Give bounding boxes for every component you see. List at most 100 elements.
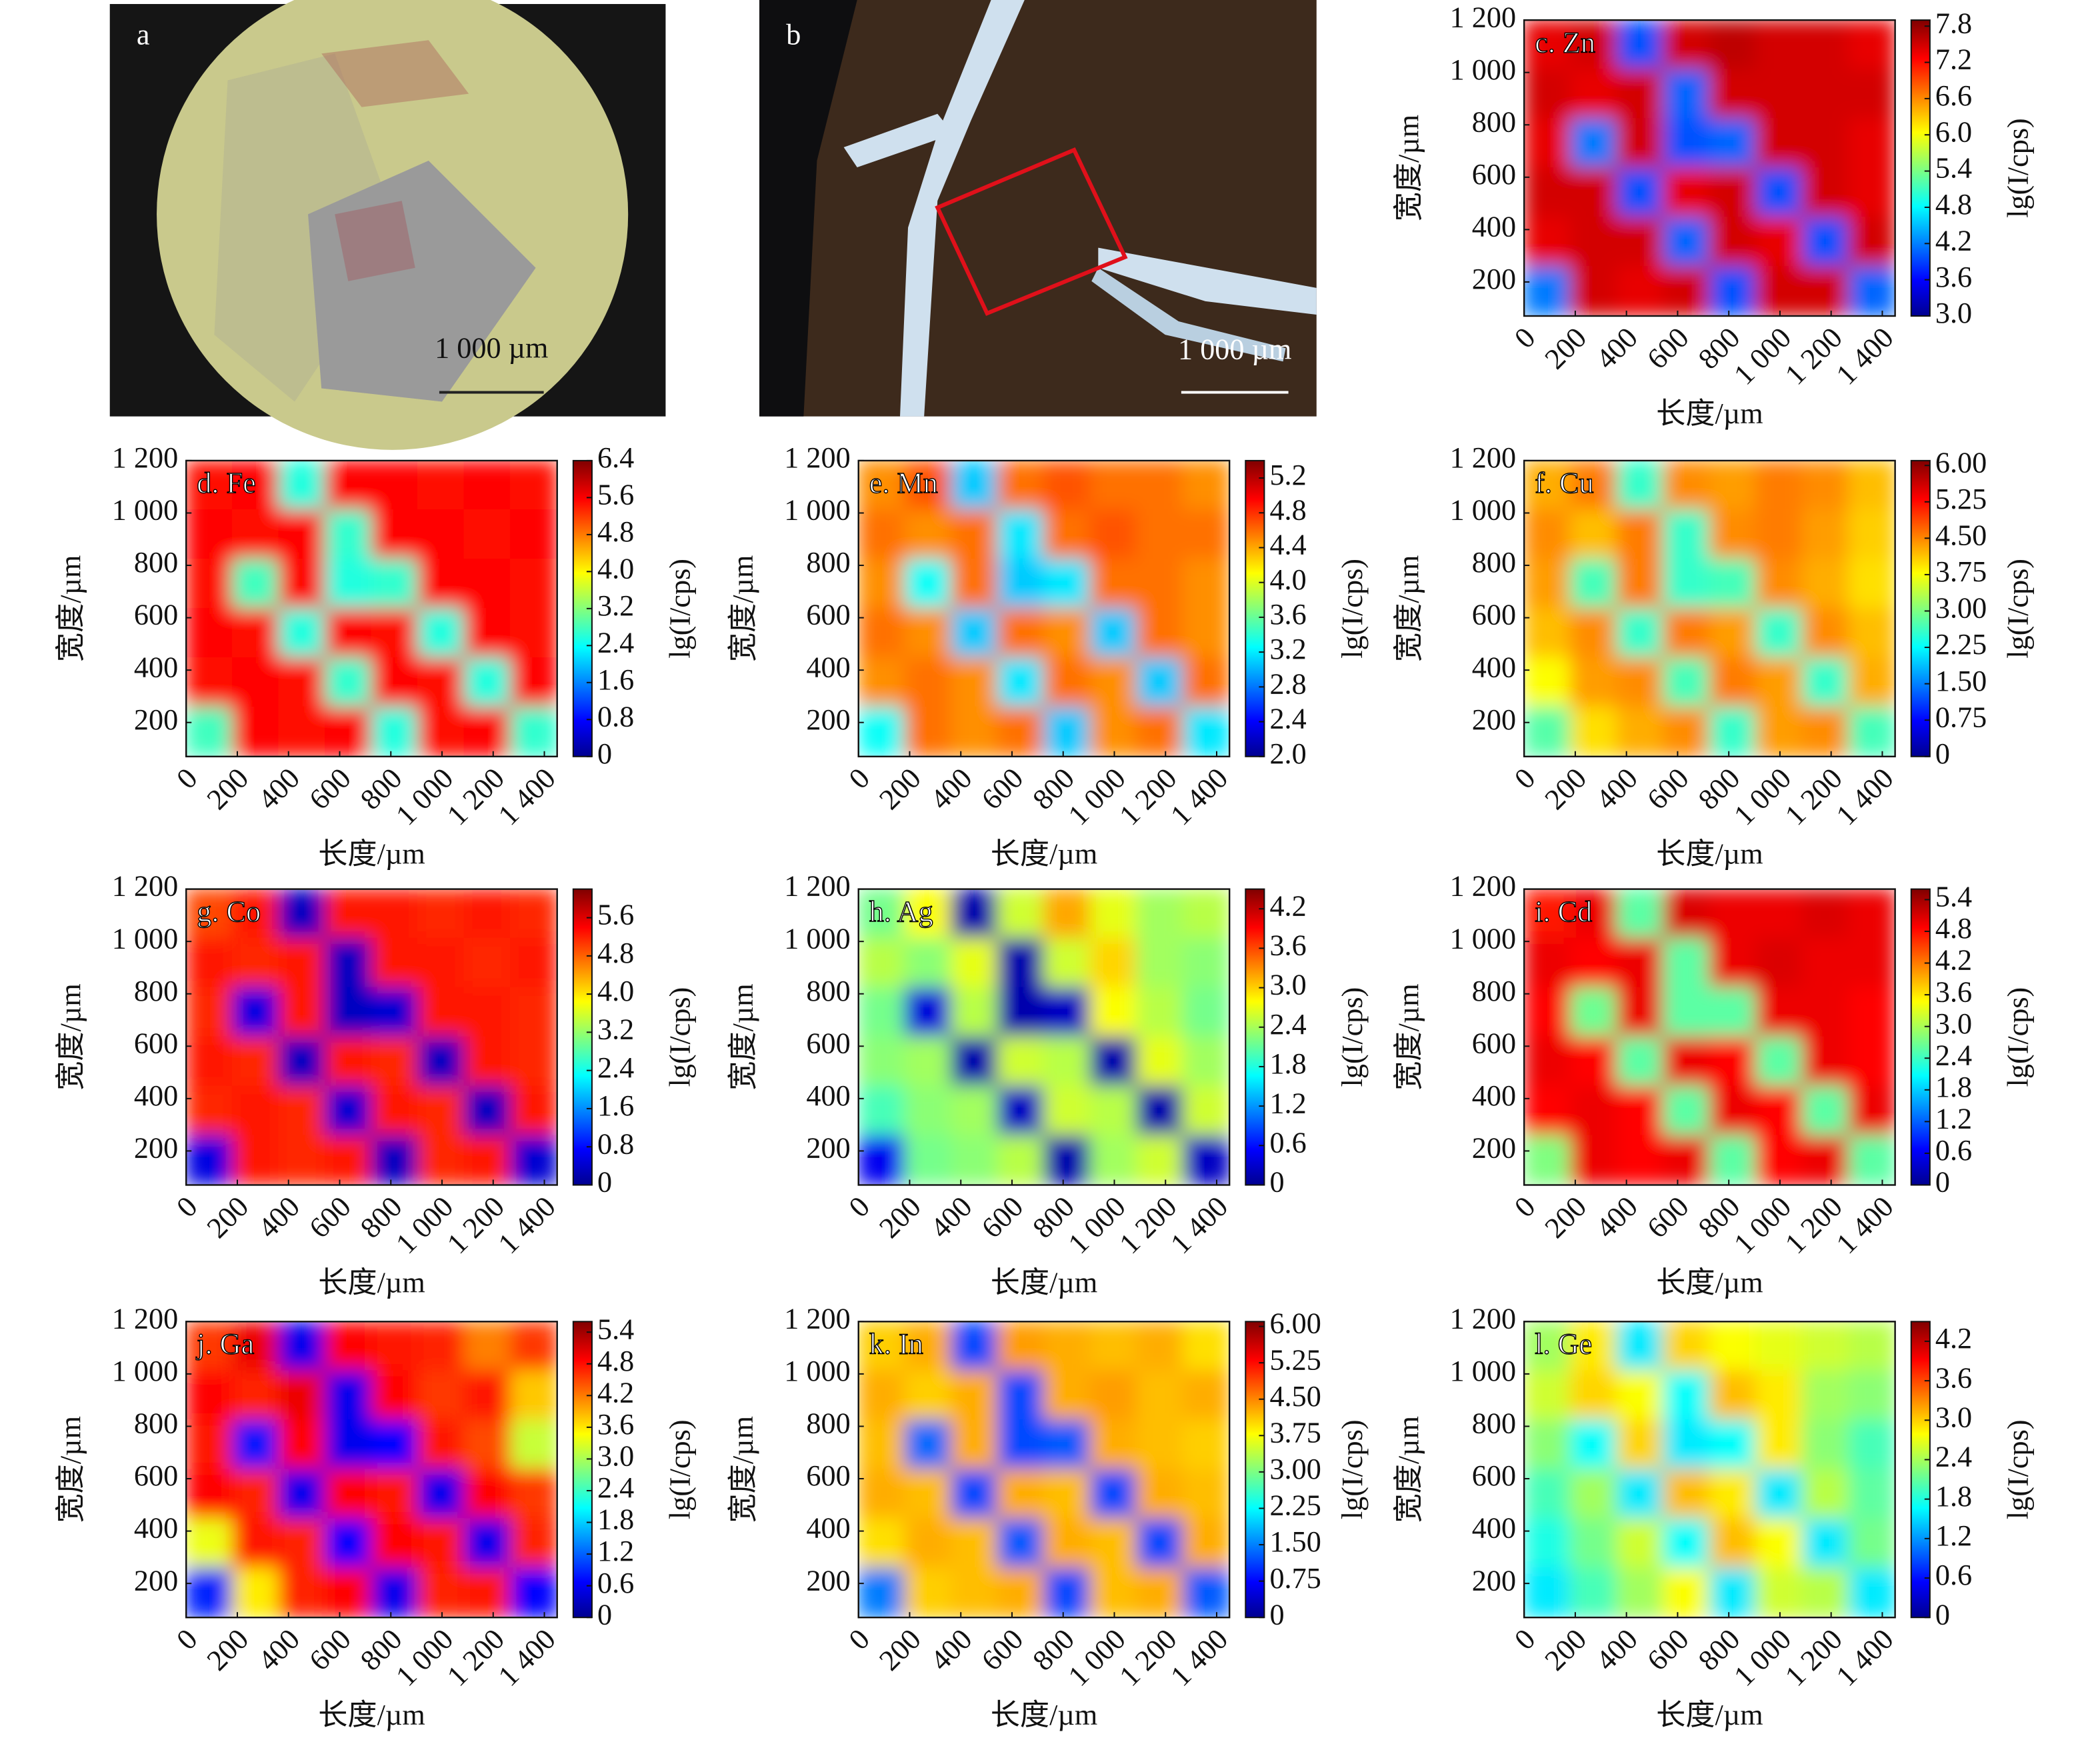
heatmap-cell — [904, 987, 952, 1038]
heatmap-cell — [1801, 69, 1850, 120]
heatmap-cell — [1136, 1518, 1184, 1569]
colorbar-tick-label: 6.00 — [1269, 1307, 1321, 1340]
heatmap-cell — [950, 1036, 999, 1087]
y-tick-label: 1 000 — [112, 494, 178, 527]
heatmap-cell — [1662, 558, 1711, 609]
heatmap-cell — [997, 1370, 1045, 1421]
heatmap-cell — [1616, 937, 1664, 989]
heatmap-cell — [1755, 20, 1803, 71]
plot-frame — [1523, 19, 1896, 317]
heatmap-cell — [510, 987, 557, 1038]
heatmap-cell — [1043, 1370, 1091, 1421]
heatmap-cell — [1136, 889, 1184, 939]
heatmap-cell — [278, 1370, 326, 1421]
heatmap-cell — [1848, 1036, 1895, 1087]
heatmap-cell — [278, 558, 326, 609]
heatmap-cell — [186, 889, 233, 939]
x-tick-label: 1 200 — [1779, 1623, 1849, 1693]
y-tick-label: 400 — [1472, 211, 1516, 243]
heatmap-cell — [1524, 167, 1571, 219]
y-tick-label: 1 000 — [1450, 53, 1516, 86]
y-tick-label: 800 — [1472, 975, 1516, 1007]
heatmap-cell — [324, 1518, 373, 1569]
y-tick-label: 200 — [806, 703, 850, 736]
colorbar-label: lg(I/cps) — [2002, 118, 2035, 218]
heatmap-cell — [1662, 1036, 1711, 1087]
heatmap-cell — [997, 509, 1045, 560]
heatmap-cell — [904, 607, 952, 659]
heatmap-cell — [417, 1036, 465, 1087]
heatmap-cell — [417, 1469, 465, 1520]
x-tick-label: 1 200 — [1113, 761, 1183, 831]
heatmap-cell — [1755, 607, 1803, 659]
heatmap-cell — [324, 558, 373, 609]
colorbar-tick-label: 0.6 — [597, 1567, 634, 1599]
heatmap-cell — [1801, 217, 1850, 268]
heatmap-cell — [1801, 1321, 1850, 1372]
heatmap-cell — [1524, 1518, 1571, 1569]
heatmap-cell — [417, 937, 465, 989]
heatmap-cell — [904, 706, 952, 757]
plot-frame — [1523, 459, 1896, 757]
y-tick-label: 600 — [806, 1459, 850, 1492]
panel-title: d. Fe — [197, 467, 255, 499]
colorbar-tick-label: 1.8 — [1935, 1480, 1972, 1513]
y-tick-label: 1 200 — [1450, 1, 1516, 33]
panel-title: h. Ag — [869, 895, 933, 928]
heatmap-cell — [510, 657, 557, 708]
heatmap-cell — [1848, 889, 1895, 939]
heatmap-cell — [1848, 20, 1895, 71]
heatmap-cell — [371, 1469, 419, 1520]
heatmap-cell — [1709, 1036, 1757, 1087]
heatmap-cell — [371, 1085, 419, 1137]
heatmap-cell — [417, 509, 465, 560]
heatmap-cell — [1524, 937, 1571, 989]
x-tick-label: 600 — [975, 761, 1030, 816]
heatmap-cell — [371, 460, 419, 511]
heatmap-cell — [1709, 558, 1757, 609]
heatmap-cell — [1524, 1567, 1571, 1618]
heatmap-cell — [1709, 1135, 1757, 1185]
heatmap-cell — [904, 460, 952, 511]
heatmap-cell — [231, 706, 280, 757]
panel-title: e. Mn — [869, 467, 938, 499]
heatmap-cells — [1524, 20, 1895, 316]
heatmap-cell — [997, 706, 1045, 757]
y-tick-label: 400 — [806, 651, 850, 683]
x-tick-label: 200 — [873, 1623, 927, 1677]
heatmap-cell — [1616, 1419, 1664, 1471]
colorbar-tick-label: 0 — [597, 737, 612, 770]
heatmap-cell — [1755, 217, 1803, 268]
heatmap-cell — [186, 460, 233, 511]
heatmap-cell — [997, 460, 1045, 511]
heatmap-cell — [858, 1469, 906, 1520]
scale-bar-label: 1 000 µm — [435, 331, 548, 364]
x-tick-label: 600 — [303, 761, 357, 816]
y-tick-label: 200 — [1472, 1132, 1516, 1165]
colorbar-tick-label: 3.2 — [597, 589, 634, 622]
heatmap-cell — [950, 1370, 999, 1421]
heatmap-cell — [1043, 1419, 1091, 1471]
heatmap-cell — [1848, 1085, 1895, 1137]
colorbar-tick-label: 5.6 — [597, 899, 634, 931]
x-axis-label: 长度/µm — [318, 1699, 425, 1731]
heatmap-cell — [1662, 607, 1711, 659]
x-tick-label: 0 — [170, 1190, 203, 1223]
heatmap-cell — [231, 460, 280, 511]
x-tick-label: 200 — [873, 761, 927, 816]
heatmap-cell — [1755, 889, 1803, 939]
heatmap-cell — [1182, 558, 1230, 609]
x-axis-label: 长度/µm — [1656, 397, 1763, 430]
heatmap-cell — [186, 509, 233, 560]
heatmap-cell — [324, 607, 373, 659]
heatmap-cell — [1182, 1469, 1230, 1520]
x-tick-label: 0 — [1508, 1190, 1541, 1223]
heatmap-cell — [1801, 1419, 1850, 1471]
y-tick-label: 1 200 — [112, 870, 178, 903]
heatmap-cell — [1569, 607, 1618, 659]
heatmap-cell — [1848, 987, 1895, 1038]
heatmap-cell — [463, 1419, 512, 1471]
heatmap-blur — [858, 1321, 1230, 1618]
colorbar — [1910, 459, 1931, 757]
heatmap-cell — [1662, 1518, 1711, 1569]
